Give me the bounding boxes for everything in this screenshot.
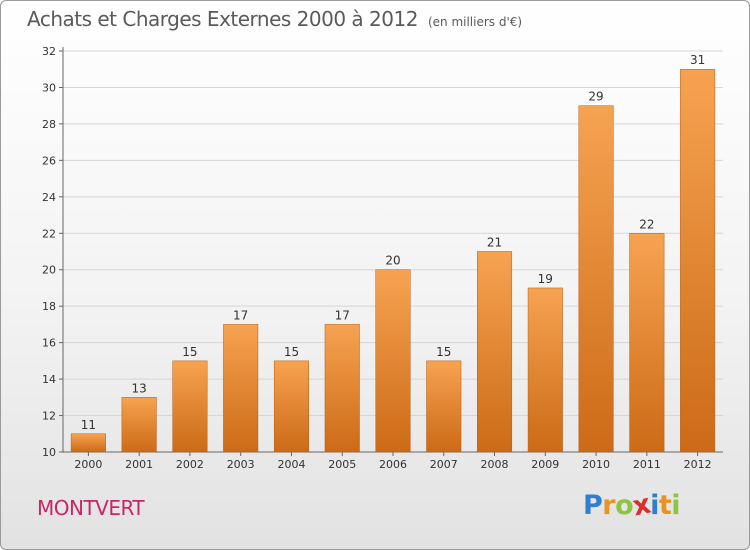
bar — [172, 360, 208, 453]
y-tick-label: 16 — [42, 337, 56, 350]
y-tick-label: 24 — [42, 191, 56, 204]
bar-value-label: 15 — [182, 345, 197, 359]
y-tick-label: 26 — [42, 154, 56, 167]
x-tick-label: 2004 — [277, 458, 305, 471]
bar — [273, 360, 309, 453]
y-tick-label: 28 — [42, 118, 56, 131]
logo-letter: t — [658, 490, 672, 521]
x-tick-label: 2011 — [633, 458, 661, 471]
bar — [578, 105, 614, 453]
bar — [477, 251, 513, 453]
y-tick-label: 22 — [42, 227, 56, 240]
logo-letter: P — [583, 490, 603, 521]
y-tick-label: 12 — [42, 410, 56, 423]
bar-value-label: 11 — [81, 418, 96, 432]
x-tick-label: 2012 — [684, 458, 712, 471]
commune-name: MONTVERT — [37, 496, 145, 520]
x-tick-label: 2002 — [176, 458, 204, 471]
logo-letter: r — [602, 490, 616, 521]
bar-value-label: 22 — [639, 217, 654, 231]
bar — [629, 233, 665, 453]
x-tick-label: 2009 — [531, 458, 559, 471]
bar-value-label: 20 — [385, 254, 400, 268]
bar-value-label: 15 — [284, 345, 299, 359]
y-tick-label: 14 — [42, 373, 56, 386]
bar — [527, 287, 563, 453]
x-tick-label: 2008 — [481, 458, 509, 471]
bar — [680, 68, 716, 453]
bar-value-label: 15 — [436, 345, 451, 359]
logo-letter: i — [650, 490, 659, 521]
chart-title: Achats et Charges Externes 2000 à 2012 (e… — [27, 7, 522, 31]
proxiti-logo: Proxiti — [583, 489, 681, 523]
x-tick-label: 2010 — [582, 458, 610, 471]
y-tick-label: 10 — [42, 446, 56, 459]
bar — [70, 433, 106, 453]
x-tick-label: 2000 — [74, 458, 102, 471]
bar — [121, 397, 157, 453]
x-tick-label: 2006 — [379, 458, 407, 471]
chart-title-text: Achats et Charges Externes 2000 à 2012 — [27, 7, 418, 31]
bar — [426, 360, 462, 453]
y-tick-label: 20 — [42, 264, 56, 277]
y-tick-label: 30 — [42, 81, 56, 94]
bar-value-label: 29 — [588, 90, 603, 104]
x-tick-label: 2005 — [328, 458, 356, 471]
x-tick-label: 2007 — [430, 458, 458, 471]
bar-value-label: 13 — [132, 381, 147, 395]
x-tick-label: 2001 — [125, 458, 153, 471]
x-tick-label: 2003 — [227, 458, 255, 471]
bar — [375, 269, 411, 453]
logo-letter: o — [615, 490, 634, 521]
y-tick-label: 18 — [42, 300, 56, 313]
bar-value-label: 17 — [335, 308, 350, 322]
y-tick-label: 32 — [42, 45, 56, 58]
bar-value-label: 17 — [233, 308, 248, 322]
bar — [223, 324, 259, 453]
bar-value-label: 19 — [538, 272, 553, 286]
bar-value-label: 21 — [487, 236, 502, 250]
chart-unit: (en milliers d'€) — [427, 15, 523, 29]
bar — [324, 324, 360, 453]
logo-letter: i — [671, 490, 681, 521]
bar-value-label: 31 — [690, 53, 705, 67]
